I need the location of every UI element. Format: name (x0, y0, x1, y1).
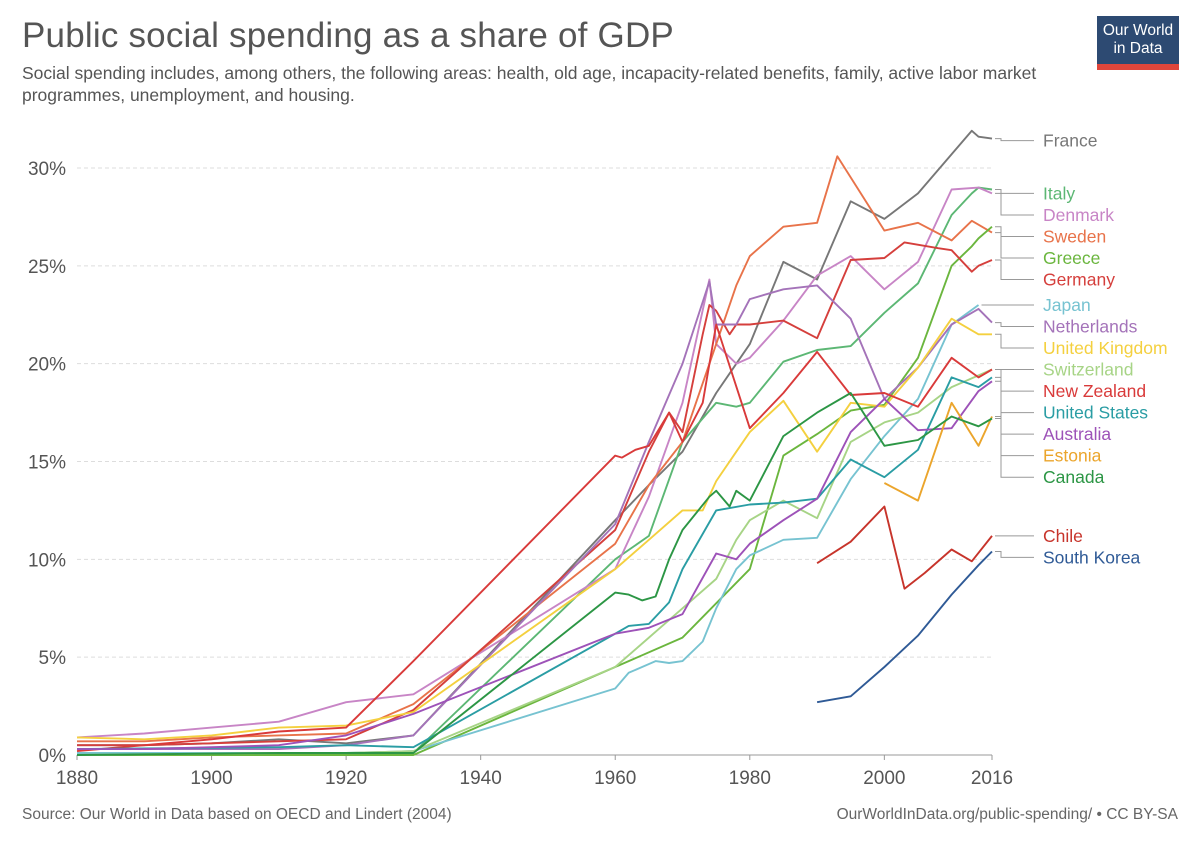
series-line-japan[interactable] (77, 304, 980, 754)
y-tick-label: 30% (28, 159, 66, 180)
series-label-new-zealand[interactable]: New Zealand (1043, 381, 1146, 401)
series-label-estonia[interactable]: Estonia (1043, 446, 1102, 466)
series-line-south-korea[interactable] (816, 550, 993, 704)
label-connector-denmark (995, 192, 1034, 216)
x-tick-label: 1980 (729, 768, 771, 789)
label-connector-france (995, 138, 1034, 142)
y-tick-label: 0% (39, 746, 67, 767)
x-tick-label: 2016 (971, 768, 1013, 789)
series-label-japan[interactable]: Japan (1043, 295, 1091, 315)
series-line-switzerland[interactable] (76, 368, 993, 756)
chart-title: Public social spending as a share of GDP (22, 16, 674, 55)
series-label-netherlands[interactable]: Netherlands (1043, 316, 1138, 336)
label-connector-netherlands (995, 322, 1034, 327)
y-tick-label: 15% (28, 453, 66, 474)
series-label-south-korea[interactable]: South Korea (1043, 547, 1141, 567)
series-label-sweden[interactable]: Sweden (1043, 226, 1106, 246)
logo-accent-bar (1097, 64, 1179, 70)
series-lines (76, 129, 993, 756)
label-connector-greece (995, 226, 1034, 259)
series-line-france[interactable] (77, 129, 993, 747)
label-connector-italy (995, 189, 1034, 194)
series-line-greece[interactable] (77, 225, 993, 756)
series-label-switzerland[interactable]: Switzerland (1043, 360, 1133, 380)
series-label-united-states[interactable]: United States (1043, 403, 1148, 423)
x-tick-label: 1900 (190, 768, 232, 789)
label-connector-south-korea (995, 551, 1034, 558)
series-line-united-states[interactable] (76, 376, 993, 751)
grid-lines (77, 167, 992, 658)
series-label-united-kingdom[interactable]: United Kingdom (1043, 338, 1168, 358)
series-line-germany[interactable] (77, 241, 993, 747)
series-label-chile[interactable]: Chile (1043, 526, 1083, 546)
label-connector-germany (995, 259, 1034, 280)
series-label-italy[interactable]: Italy (1043, 183, 1075, 203)
series-label-greece[interactable]: Greece (1043, 248, 1100, 268)
series-line-australia[interactable] (77, 380, 993, 751)
series-label-australia[interactable]: Australia (1043, 424, 1111, 444)
label-connector-australia (995, 380, 1034, 435)
series-label-canada[interactable]: Canada (1043, 467, 1105, 487)
x-tick-label: 2000 (863, 768, 905, 789)
series-line-estonia[interactable] (883, 401, 993, 502)
series-label-germany[interactable]: Germany (1043, 270, 1115, 290)
owid-logo[interactable]: Our World in Data (1097, 16, 1179, 70)
y-tick-label: 10% (28, 550, 66, 571)
logo-line-1: Our World (1102, 22, 1174, 39)
series-line-new-zealand[interactable] (76, 323, 993, 753)
series-line-italy[interactable] (77, 186, 993, 756)
series-label-france[interactable]: France (1043, 131, 1097, 151)
credit-link[interactable]: OurWorldInData.org/public-spending/ • CC… (836, 806, 1178, 823)
x-tick-label: 1880 (56, 768, 98, 789)
series-line-united-kingdom[interactable] (76, 317, 992, 741)
x-tick-label: 1960 (594, 768, 636, 789)
x-tick-label: 1940 (460, 768, 502, 789)
label-connector-united-kingdom (995, 333, 1034, 349)
line-chart: 0% 5% 10% 15% 20% 25% 30% 1880 1900 1920 1940 1960 1… (28, 129, 1168, 789)
source-note: Source: Our World in Data based on OECD … (22, 806, 452, 823)
chart-subtitle: Social spending includes, among others, … (22, 63, 1037, 105)
series-line-netherlands[interactable] (77, 280, 993, 751)
y-tick-label: 5% (39, 648, 67, 669)
x-tick-label: 1920 (325, 768, 367, 789)
y-tick-label: 25% (28, 257, 66, 278)
series-label-denmark[interactable]: Denmark (1043, 205, 1114, 225)
series-line-canada[interactable] (76, 392, 993, 756)
series-line-chile[interactable] (816, 505, 993, 590)
y-tick-label: 20% (28, 355, 66, 376)
logo-line-2: in Data (1113, 40, 1163, 57)
label-connector-canada (995, 418, 1034, 478)
series-line-sweden[interactable] (77, 155, 993, 743)
axes: 0% 5% 10% 15% 20% 25% 30% 1880 1900 1920 1940 1960 1… (28, 159, 1013, 789)
